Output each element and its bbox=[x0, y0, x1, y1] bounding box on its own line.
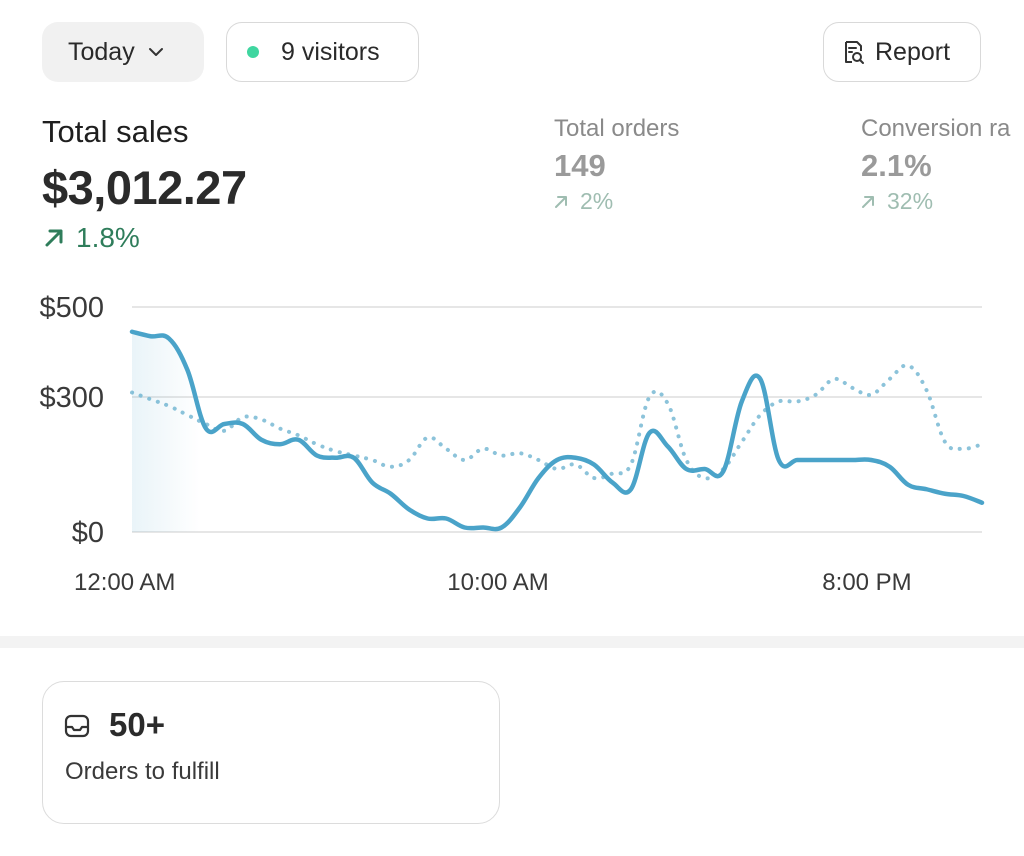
sales-comparison-line bbox=[130, 363, 984, 481]
orders-to-fulfill-label: Orders to fulfill bbox=[65, 758, 220, 785]
series-area bbox=[132, 331, 982, 532]
total-sales-change-value: 1.8% bbox=[76, 222, 140, 253]
conversion-rate-label: Conversion ra bbox=[861, 115, 1011, 142]
total-orders-change: 2% bbox=[554, 188, 613, 215]
date-range-selector[interactable]: Today bbox=[42, 22, 204, 82]
conversion-rate-change-value: 32% bbox=[887, 188, 934, 214]
conversion-rate-change: 32% bbox=[861, 188, 933, 215]
orders-to-fulfill-count: 50+ bbox=[109, 706, 165, 743]
conversion-rate-value: 2.1% bbox=[861, 148, 932, 183]
arrow-up-right-icon bbox=[862, 195, 874, 208]
total-sales-value: $3,012.27 bbox=[42, 161, 247, 214]
live-dot-icon bbox=[247, 46, 259, 58]
total-orders-change-value: 2% bbox=[580, 188, 614, 214]
orders-to-fulfill-card[interactable]: 50+ Orders to fulfill bbox=[42, 681, 500, 824]
sales-today-line bbox=[129, 329, 985, 532]
arrow-up-right-icon bbox=[45, 229, 63, 247]
section-divider bbox=[0, 636, 1024, 648]
date-range-label: Today bbox=[68, 37, 135, 66]
x-tick-label: 10:00 AM bbox=[447, 569, 548, 596]
chevron-down-icon bbox=[148, 48, 163, 56]
y-tick-label: $500 bbox=[39, 292, 104, 324]
arrow-up-right-icon bbox=[555, 195, 567, 208]
report-label: Report bbox=[875, 37, 951, 66]
total-sales-label: Total sales bbox=[42, 114, 189, 149]
report-button[interactable]: Report bbox=[823, 22, 981, 82]
x-tick-label: 8:00 PM bbox=[822, 569, 911, 596]
x-tick-label: 12:00 AM bbox=[74, 569, 175, 596]
total-orders-value: 149 bbox=[554, 148, 606, 183]
live-visitors-button[interactable]: 9 visitors bbox=[226, 22, 419, 82]
total-sales-change: 1.8% bbox=[42, 222, 140, 254]
y-tick-label: $300 bbox=[39, 382, 104, 414]
y-tick-label: $0 bbox=[72, 517, 104, 549]
sales-line-chart: $500 $300 $0 12:00 AM 10:00 AM 8:00 PM bbox=[39, 292, 985, 596]
inbox-icon bbox=[64, 714, 90, 738]
total-orders-label: Total orders bbox=[554, 115, 680, 142]
visitors-label: 9 visitors bbox=[281, 37, 380, 66]
report-icon bbox=[845, 41, 864, 64]
